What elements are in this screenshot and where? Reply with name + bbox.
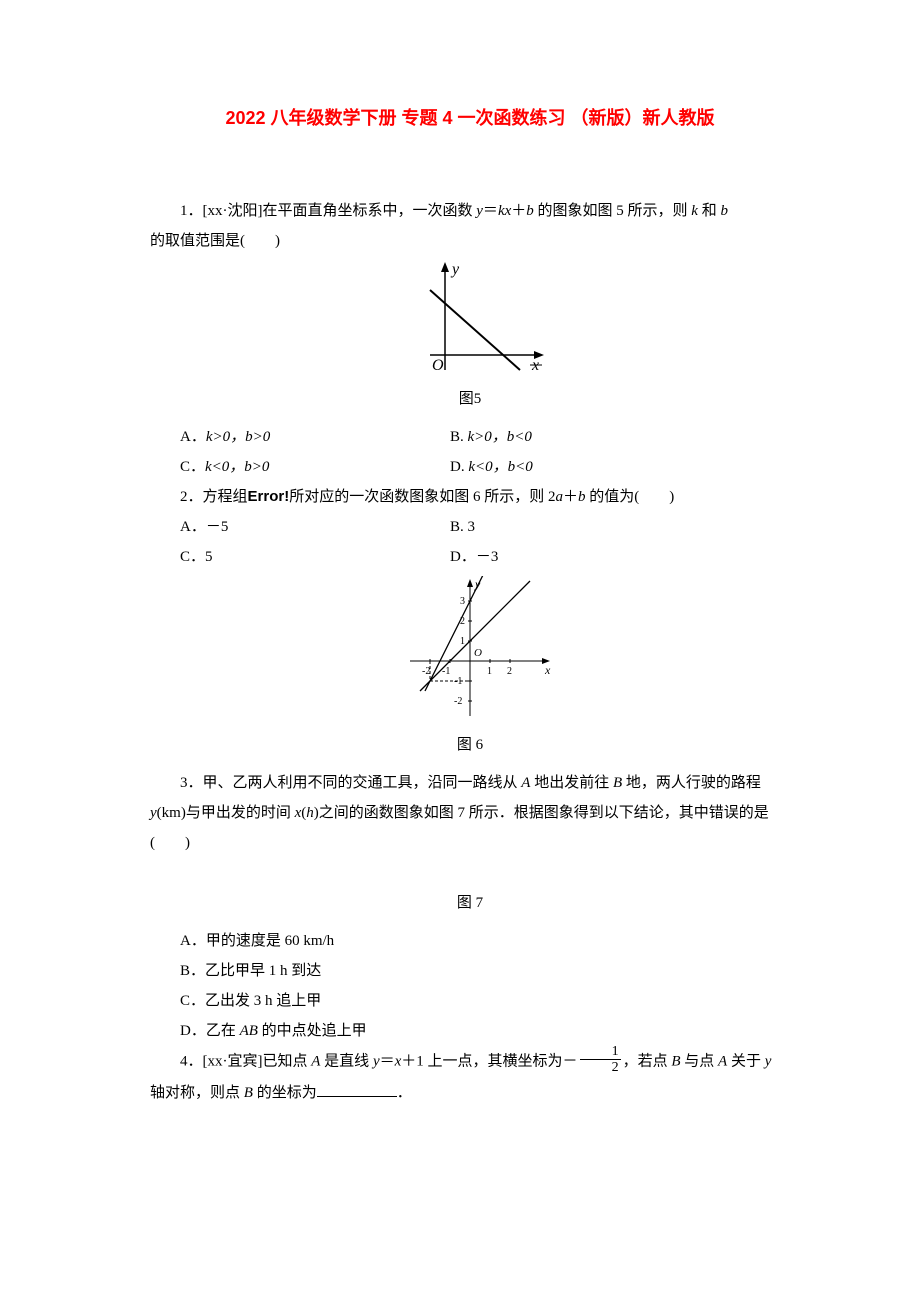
var-b: b (526, 203, 534, 219)
text: ． (397, 1085, 412, 1101)
text: ＝ (380, 1053, 395, 1069)
q2-options-row1: A．－5 B. 3 (150, 512, 790, 542)
frac-den: 2 (580, 1060, 621, 1075)
q1-options-row1: A．k>0，b>0 B. k>0，b<0 (150, 422, 790, 452)
svg-text:y: y (450, 261, 460, 278)
opt-d: D．－3 (450, 549, 498, 565)
fig7-caption: 图 7 (150, 888, 790, 918)
text: 的值为( ) (585, 489, 674, 505)
opt-c-label: C． (180, 459, 205, 475)
var-k: k (691, 203, 698, 219)
answer-blank (317, 1081, 397, 1097)
svg-text:3: 3 (460, 596, 465, 607)
q3-opt-b: B．乙比甲早 1 h 到达 (150, 956, 790, 986)
q4-stem: 4．[xx·宜宾]已知点 A 是直线 y＝x＋1 上一点，其横坐标为－12，若点… (150, 1046, 790, 1108)
var-B: B (244, 1085, 253, 1101)
text: 是直线 (320, 1053, 373, 1069)
var-a: a (555, 489, 563, 505)
page-title: 2022 八年级数学下册 专题 4 一次函数练习 （新版）新人教版 (150, 100, 790, 136)
text: 关于 (727, 1053, 765, 1069)
var-B: B (613, 775, 622, 791)
text: 的图象如图 5 所示，则 (534, 203, 692, 219)
opt-d-label: D. (450, 459, 468, 475)
q1-stem-cont: 的取值范围是( ) (150, 226, 790, 256)
var-A: A (718, 1053, 727, 1069)
text: ＋ (563, 489, 578, 505)
text: 地出发前往 (530, 775, 613, 791)
svg-text:2: 2 (460, 616, 465, 627)
q2-options-row2: C．5 D．－3 (150, 542, 790, 572)
svg-text:O: O (474, 647, 482, 659)
var-y: y (373, 1053, 380, 1069)
q3-opt-a: A．甲的速度是 60 km/h (150, 926, 790, 956)
opt-d-text: k<0，b<0 (468, 459, 532, 475)
text: ＋1 上一点，其横坐标为－ (401, 1053, 577, 1069)
text: ，若点 (623, 1053, 672, 1069)
fig5-caption: 图5 (150, 384, 790, 414)
svg-text:-2: -2 (422, 666, 430, 677)
text: 的坐标为 (253, 1085, 317, 1101)
q1-options-row2: C．k<0，b>0 D. k<0，b<0 (150, 452, 790, 482)
svg-text:2: 2 (507, 666, 512, 677)
var-B: B (671, 1053, 680, 1069)
q2-stem: 2．方程组Error!所对应的一次函数图象如图 6 所示，则 2a＋b 的值为(… (150, 482, 790, 512)
opt-b-label: B. (450, 429, 468, 445)
figure-5: y x O (150, 260, 790, 380)
opt-b-text: k>0，b<0 (468, 429, 532, 445)
text: 的中点处追上甲 (258, 1023, 367, 1039)
fig6-caption: 图 6 (150, 730, 790, 760)
text: ＋ (511, 203, 526, 219)
text: 轴对称，则点 (150, 1085, 244, 1101)
q3-opt-c: C．乙出发 3 h 追上甲 (150, 986, 790, 1016)
text: 与点 (681, 1053, 719, 1069)
text: 和 (698, 203, 721, 219)
text: (km)与甲出发的时间 (157, 805, 295, 821)
text: D．乙在 (180, 1023, 240, 1039)
text: 地，两人行驶的路程 (622, 775, 761, 791)
frac-num: 1 (580, 1044, 621, 1060)
svg-text:1: 1 (460, 636, 465, 647)
svg-text:y: y (474, 577, 481, 591)
var-AB: AB (240, 1023, 258, 1039)
q3-opt-d: D．乙在 AB 的中点处追上甲 (150, 1016, 790, 1046)
page: 2022 八年级数学下册 专题 4 一次函数练习 （新版）新人教版 1．[xx·… (0, 0, 920, 1168)
text: 1．[xx·沈阳]在平面直角坐标系中，一次函数 (180, 203, 476, 219)
opt-a: A．－5 (180, 519, 228, 535)
svg-text:-2: -2 (454, 696, 462, 707)
text: 4．[xx·宜宾]已知点 (180, 1053, 311, 1069)
text: 2．方程组 (180, 489, 248, 505)
q1-stem: 1．[xx·沈阳]在平面直角坐标系中，一次函数 y＝kx＋b 的图象如图 5 所… (150, 196, 790, 226)
svg-text:1: 1 (487, 666, 492, 677)
svg-text:O: O (432, 357, 444, 374)
error-text: Error! (248, 488, 290, 505)
svg-text:x: x (544, 663, 551, 677)
fig6-svg: -2 -1 1 2 1 2 3 -1 -2 y x O (380, 576, 560, 726)
var-y: y (765, 1053, 772, 1069)
opt-a-label: A． (180, 429, 206, 445)
var-b: b (720, 203, 728, 219)
text: 所对应的一次函数图象如图 6 所示，则 2 (289, 489, 555, 505)
fraction: 12 (580, 1044, 621, 1076)
text: ＝ (483, 203, 498, 219)
opt-a-text: k>0，b>0 (206, 429, 270, 445)
text: 的取值范围是( ) (150, 233, 280, 249)
var-y: y (476, 203, 483, 219)
q3-stem: 3．甲、乙两人利用不同的交通工具，沿同一路线从 A 地出发前往 B 地，两人行驶… (150, 768, 790, 858)
text: 3．甲、乙两人利用不同的交通工具，沿同一路线从 (180, 775, 521, 791)
figure-6: -2 -1 1 2 1 2 3 -1 -2 y x O (150, 576, 790, 726)
var-h: h (306, 805, 314, 821)
var-y: y (150, 805, 157, 821)
opt-c: C．5 (180, 549, 213, 565)
fig5-svg: y x O (390, 260, 550, 380)
opt-c-text: k<0，b>0 (205, 459, 269, 475)
var-kx: kx (498, 203, 511, 219)
opt-b: B. 3 (450, 519, 475, 535)
